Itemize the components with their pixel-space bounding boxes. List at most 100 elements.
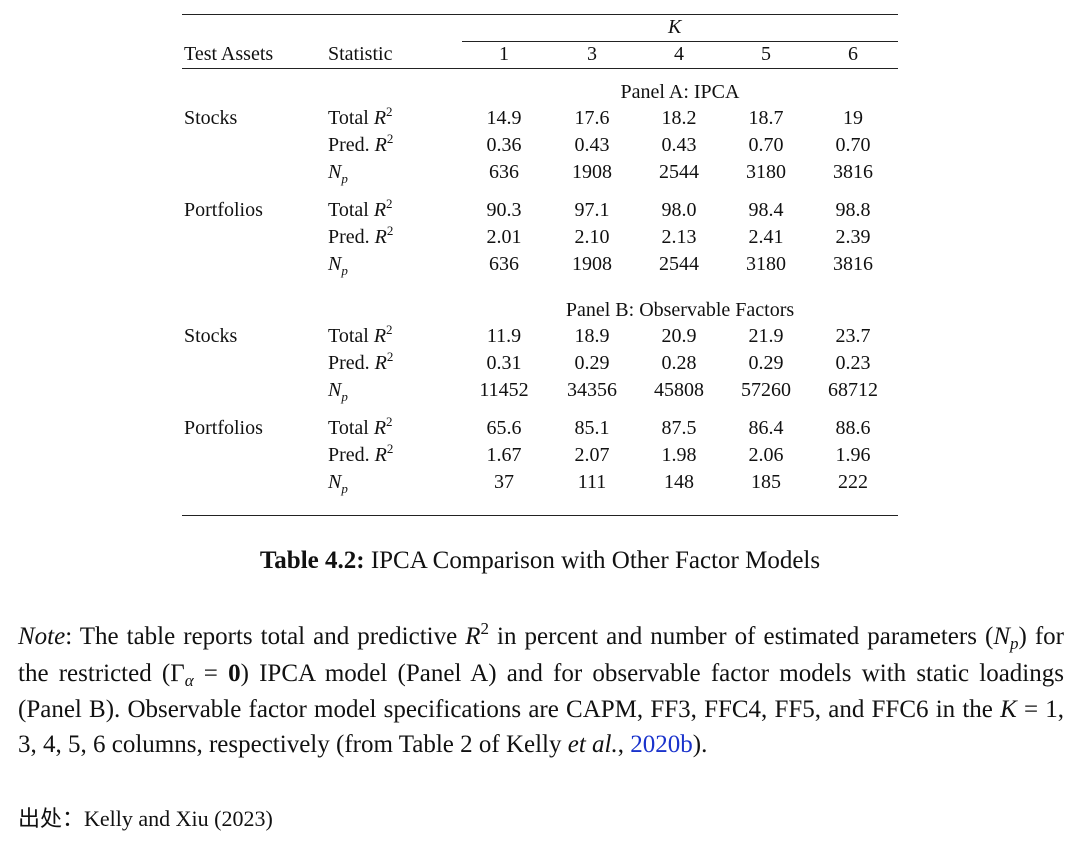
note-text: ,: [617, 730, 631, 758]
k-header-rule: [462, 41, 898, 42]
table-cell: 86.4: [748, 417, 784, 439]
statistic-superscript: 2: [386, 441, 394, 456]
statistic-label: Pred. R2: [328, 349, 394, 377]
table-cell: 185: [751, 471, 781, 493]
statistic-superscript: 2: [386, 414, 393, 429]
statistic-word: Pred.: [328, 352, 370, 374]
note-math-k: K: [1000, 696, 1017, 723]
test-asset-label: Stocks: [184, 107, 238, 129]
statistic-symbol: R: [373, 325, 387, 347]
table-cell: 2.39: [835, 226, 871, 248]
table-cell: 0.36: [486, 134, 522, 156]
table-top-rule: [182, 14, 898, 16]
table-cell: 1.96: [835, 444, 871, 466]
table-cell: 17.6: [574, 107, 610, 129]
table-cell: 2.10: [574, 226, 610, 248]
table-cell: 3816: [833, 161, 873, 183]
statistic-label: Pred. R2: [328, 223, 393, 251]
table-bottom-rule: [182, 515, 898, 517]
note-text: =: [193, 659, 229, 687]
table-cell: 2544: [659, 161, 699, 183]
table-cell: 34356: [567, 379, 617, 401]
k-value-header: 5: [761, 43, 771, 65]
statistic-symbol: R: [374, 352, 387, 374]
table-cell: 85.1: [574, 417, 610, 439]
note-text: ) IPCA model (Panel A) and for observabl…: [18, 659, 1064, 724]
note-text: ) for the restricted (Γ: [18, 623, 1064, 687]
statistic-superscript: 2: [386, 104, 393, 119]
note-label: Note: [18, 623, 66, 650]
statistic-superscript: 2: [386, 349, 394, 364]
statistic-label: Np: [328, 470, 348, 496]
table-cell: 68712: [828, 379, 878, 401]
statistic-symbol: N: [328, 471, 342, 493]
table-cell: 2.13: [661, 226, 697, 248]
table-cell: 45808: [654, 379, 704, 401]
statistic-word: Total: [328, 199, 369, 221]
table-cell: 636: [489, 253, 519, 275]
statistic-label: Np: [328, 378, 348, 404]
source-label: 出处：: [18, 807, 85, 832]
statistic-word: Total: [328, 325, 369, 347]
k-value-header: 4: [674, 43, 684, 65]
table-cell: 2.41: [748, 226, 784, 248]
table-cell: 222: [838, 471, 868, 493]
statistic-word: Pred.: [328, 226, 370, 248]
statistic-label: Np: [328, 160, 348, 186]
caption-text: IPCA Comparison with Other Factor Models: [364, 547, 821, 574]
table-cell: 0.23: [835, 352, 871, 374]
note-text: in percent and number of estimated param…: [489, 623, 994, 650]
statistic-symbol: R: [373, 417, 387, 439]
statistic-superscript: 2: [386, 131, 394, 146]
table-cell: 23.7: [835, 325, 871, 347]
note-etal: et al.: [567, 730, 618, 758]
table-cell: 97.1: [574, 199, 610, 221]
table-cell: 65.6: [486, 417, 522, 439]
table-cell: 1908: [572, 161, 612, 183]
test-asset-label: Stocks: [184, 325, 238, 347]
table-caption: Table 4.2: IPCA Comparison with Other Fa…: [0, 545, 1080, 577]
table-cell: 19: [843, 107, 863, 129]
note-math-sub: α: [184, 670, 194, 690]
table-cell: 98.0: [661, 199, 697, 221]
test-asset-label: Portfolios: [184, 199, 263, 221]
k-value-header: 6: [848, 43, 858, 65]
table-cell: 21.9: [748, 325, 784, 347]
statistic-subscript: p: [341, 171, 348, 186]
statistic-word: Total: [328, 417, 369, 439]
panel-title: Panel B: Observable Factors: [565, 299, 795, 321]
source-line: 出处：Kelly and Xiu (2023): [18, 805, 273, 834]
statistic-label: Total R2: [328, 414, 393, 442]
table-cell: 14.9: [486, 107, 522, 129]
table-header-rule: [182, 68, 898, 69]
table-cell: 0.70: [835, 134, 871, 156]
table-cell: 2.01: [486, 226, 522, 248]
statistic-symbol: R: [374, 226, 387, 248]
table-cell: 18.2: [661, 107, 697, 129]
statistic-subscript: p: [341, 481, 348, 496]
statistic-symbol: N: [328, 253, 342, 275]
table-cell: 0.28: [661, 352, 697, 374]
panel-title: Panel A: IPCA: [620, 81, 740, 103]
statistic-symbol: R: [374, 134, 387, 156]
table-cell: 0.43: [661, 134, 697, 156]
statistic-label: Total R2: [328, 322, 393, 350]
note-text: = 1, 3, 4, 5, 6 columns, respectively (f…: [18, 696, 1064, 758]
table-cell: 0.43: [574, 134, 610, 156]
statistic-word: Pred.: [328, 444, 370, 466]
table-cell: 3180: [746, 161, 786, 183]
table-cell: 37: [494, 471, 514, 493]
table-cell: 3180: [746, 253, 786, 275]
table-cell: 87.5: [661, 417, 697, 439]
statistic-superscript: 2: [386, 322, 393, 337]
table-cell: 0.31: [486, 352, 522, 374]
statistic-word: Total: [328, 107, 369, 129]
statistic-symbol: R: [374, 444, 387, 466]
table-cell: 98.8: [835, 199, 871, 221]
header-test-assets: Test Assets: [184, 43, 274, 65]
table-cell: 2544: [659, 253, 699, 275]
citation-link[interactable]: 2020b: [630, 730, 693, 758]
table-cell: 0.29: [574, 352, 610, 374]
statistic-symbol: R: [373, 199, 387, 221]
statistic-word: Pred.: [328, 134, 370, 156]
